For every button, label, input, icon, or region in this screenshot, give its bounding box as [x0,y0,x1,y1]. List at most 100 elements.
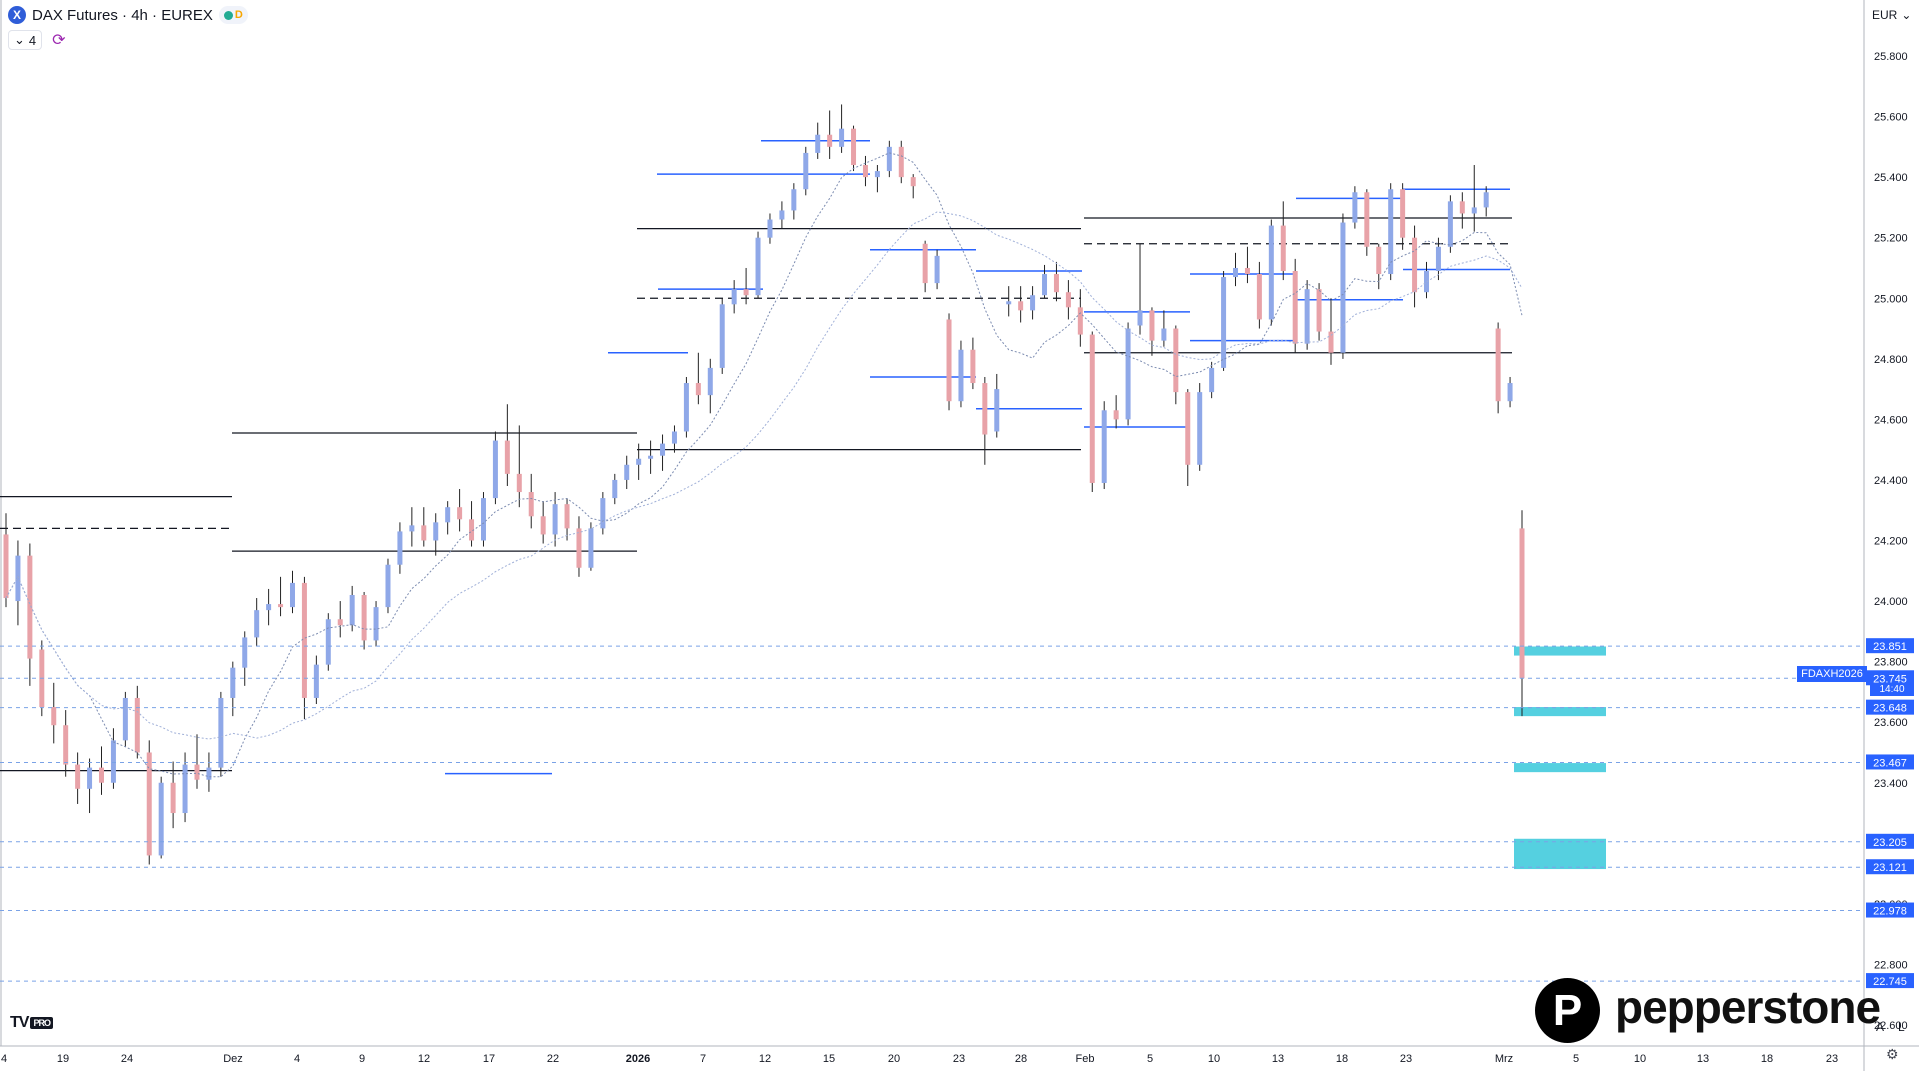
refresh-icon[interactable]: ⟳ [52,32,66,49]
target-zone [1514,763,1606,773]
candle-body [1161,328,1167,341]
x-tick-label: 12 [418,1053,430,1065]
x-tick-label: 28 [1015,1053,1027,1065]
symbol-logo-icon[interactable]: X [8,6,26,24]
x-tick-label: 13 [1697,1053,1709,1065]
candle-body [146,752,152,856]
candle-body [1447,201,1453,247]
gear-icon[interactable]: ⚙ [1886,1046,1899,1062]
candle-body [206,767,212,780]
candle-body [361,595,367,641]
candle-body [87,767,93,789]
x-tick-label: 13 [1272,1053,1284,1065]
candle-body [409,525,415,532]
candle-body [134,697,140,753]
candle-body [660,443,666,456]
candle-body [385,564,391,608]
candle-body [1149,310,1155,341]
time-axis[interactable]: 4 19 24 Dez 4 9 12 17 22 2026 7 12 15 20 23 28 Feb 5 10 13 1… [1,1053,1838,1065]
auto-scale-button[interactable]: A [1876,1020,1885,1034]
candle-body [815,134,821,153]
delayed-badge: D [234,9,243,21]
candle-body [349,595,355,626]
log-scale-button[interactable]: L [1898,1020,1905,1034]
price-marker-box [1866,638,1914,654]
x-tick-label: Feb [1076,1053,1095,1065]
candle-body [1412,237,1418,293]
candle-body [1053,274,1059,293]
candle-body [719,304,725,368]
candle-body [469,519,475,541]
y-tick-label: 23.600 [1874,717,1908,729]
candle-body [51,707,57,726]
candle-body [1388,189,1394,275]
candle-body [540,516,546,535]
x-tick-label: 18 [1761,1053,1773,1065]
candle-body [958,349,964,402]
candle-body [445,507,451,523]
tradingview-logo[interactable]: TV PRO [10,1014,53,1032]
candle-body [707,367,713,396]
candle-body [851,128,857,166]
target-zones [1514,646,1606,870]
candle-body [1495,328,1501,402]
chart-header: X DAX Futures · 4h · EUREX D [8,5,248,25]
candle-body [982,383,988,435]
candle-body [1173,328,1179,393]
candle-body [552,504,558,535]
x-tick-label: 10 [1208,1053,1220,1065]
candle-body [1292,270,1298,344]
price-marker-label: 22.745 [1873,976,1907,988]
y-tick-label: 25.000 [1874,293,1908,305]
x-tick-label: 23 [953,1053,965,1065]
candle-body [266,604,272,611]
y-tick-label: 22.600 [1874,1020,1908,1032]
price-axis[interactable]: 25.800 25.600 25.400 25.200 25.000 24.800 24.6… [1874,51,1908,1032]
price-marker-label: 23.121 [1873,862,1907,874]
currency-selector[interactable]: EUR ⌄ [1872,8,1911,22]
market-status-badge[interactable]: D [218,6,248,24]
candle-body [612,479,618,499]
indicator-row: ⌄ 4 ⟳ [8,30,66,50]
candle-body [1340,222,1346,353]
candle-body [158,782,164,856]
y-tick-label: 24.400 [1874,475,1908,487]
price-marker-box [1866,902,1914,918]
price-marker-box [1866,859,1914,875]
candle-body [624,464,630,480]
candle-body [337,619,343,626]
y-tick-label: 24.000 [1874,596,1908,608]
candle-body [504,440,510,474]
candle-body [1065,292,1071,308]
candle-body [862,165,868,178]
symbol-title[interactable]: DAX Futures · 4h · EUREX [32,6,213,24]
indicators-toggle-button[interactable]: ⌄ 4 [8,30,43,50]
y-tick-label: 24.200 [1874,536,1908,548]
candle-body [576,528,582,568]
candle-body [1018,301,1024,311]
candle-body [480,498,486,541]
candle-body [994,389,1000,432]
candle-body [1435,246,1441,271]
candle-body [3,534,9,599]
candle-body [278,604,284,608]
candle-body [397,531,403,565]
candle-body [779,210,785,220]
price-marker-label: 23.851 [1873,641,1907,653]
candle-body [325,619,331,665]
candle-body [839,128,845,147]
moving-average-line [5,211,1523,740]
candle-body [695,383,701,396]
price-marker-label: 22.978 [1873,906,1907,918]
market-open-dot-icon [223,10,233,20]
candle-body [1268,225,1274,320]
candle-body [1304,289,1310,344]
price-marker-box [1866,670,1914,686]
candle-body [194,764,200,780]
candle-body [1006,301,1012,305]
candle-body [564,504,570,529]
candle-body [886,146,892,172]
tv-logo-text: TV [10,1014,29,1031]
candle-body [1400,189,1406,238]
